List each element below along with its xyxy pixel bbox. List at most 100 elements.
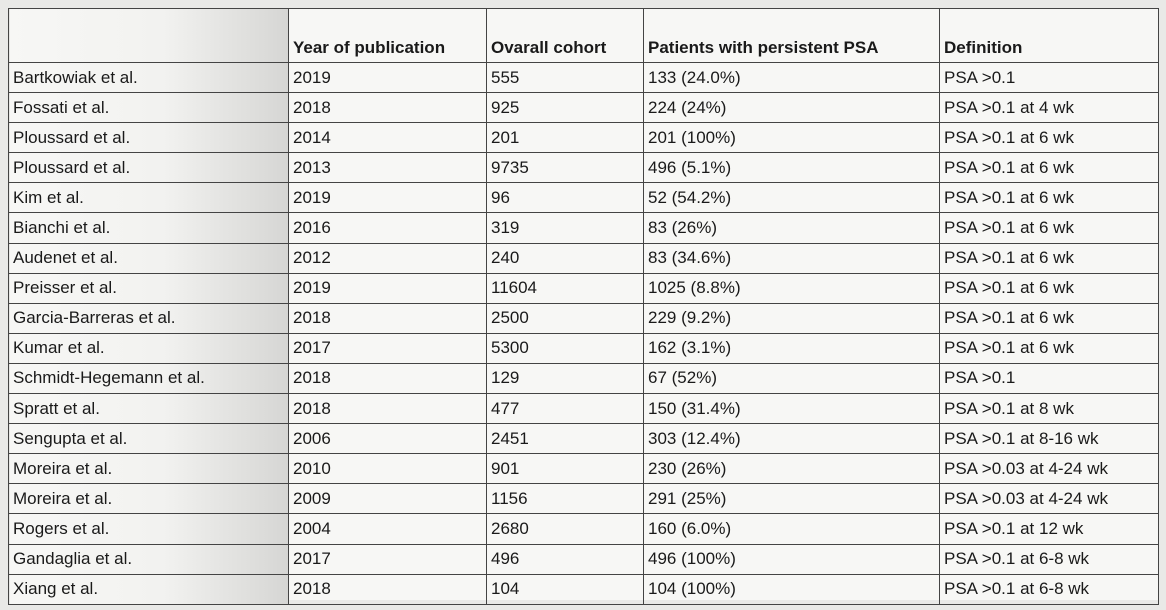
table-cell: PSA >0.1 at 6 wk [939,152,1159,184]
table-cell: 2018 [288,92,487,124]
table-cell: PSA >0.1 [939,61,1159,94]
table-cell: 319 [486,212,644,244]
table-cell: 2016 [288,212,487,244]
table-cell: 2009 [288,483,487,515]
table-cell: PSA >0.1 at 6 wk [939,182,1159,214]
table-cell: PSA >0.1 at 8-16 wk [939,423,1159,455]
header-cell: Patients with persistent PSA [643,8,940,63]
table-cell: 52 (54.2%) [643,182,940,214]
table-cell: PSA >0.1 at 6 wk [939,302,1159,334]
table-cell: 2451 [486,423,644,455]
table-cell: 133 (24.0%) [643,61,940,94]
table-cell: PSA >0.1 at 8 wk [939,393,1159,425]
table-cell: Ploussard et al. [8,152,289,184]
table-cell: Sengupta et al. [8,423,289,455]
table-cell: 496 (5.1%) [643,152,940,184]
header-cell: Definition [939,8,1159,63]
table-cell: Audenet et al. [8,242,289,274]
table-cell: 160 (6.0%) [643,513,940,545]
table-row: Ploussard et al. 2014 201 201 (100%) PSA >0.… [8,122,1159,154]
table-cell: 496 (100%) [643,543,940,575]
table-cell: Moreira et al. [8,453,289,485]
table-row: Gandaglia et al. 2017 496 496 (100%) PSA >0.… [8,543,1159,575]
table-cell: 2018 [288,362,487,395]
table-cell: 2017 [288,543,487,575]
table-cell: PSA >0.03 at 4-24 wk [939,453,1159,485]
data-table: Year of publication Ovarall cohort Patient… [8,8,1159,605]
table-cell: 104 [486,573,644,605]
table-cell: Rogers et al. [8,513,289,545]
table-cell: 2019 [288,182,487,214]
table-cell: 2013 [288,152,487,184]
table-cell: 925 [486,92,644,124]
table-cell: Bartkowiak et al. [8,61,289,94]
table-cell: 2012 [288,242,487,274]
table-row: Spratt et al. 2018 477 150 (31.4%) PSA >0.1 … [8,393,1159,425]
table-cell: 1025 (8.8%) [643,272,940,304]
header-cell [8,8,289,63]
table-row: Ploussard et al. 2013 9735 496 (5.1%) PSA >0… [8,152,1159,184]
table-cell: 2019 [288,61,487,94]
table-cell: 162 (3.1%) [643,332,940,364]
table-row: Kim et al. 2019 96 52 (54.2%) PSA >0.1 at 6 … [8,182,1159,214]
table-cell: 67 (52%) [643,362,940,395]
table-cell: 240 [486,242,644,274]
table-cell: Kumar et al. [8,332,289,364]
table-cell: PSA >0.1 at 6 wk [939,332,1159,364]
table-cell: 291 (25%) [643,483,940,515]
table-cell: 303 (12.4%) [643,423,940,455]
table-body: Bartkowiak et al. 2019 555 133 (24.0%) PSA >… [8,61,1159,605]
table-cell: 2010 [288,453,487,485]
table-cell: Bianchi et al. [8,212,289,244]
table-cell: 83 (26%) [643,212,940,244]
table-cell: 11604 [486,272,644,304]
table-cell: PSA >0.1 at 6-8 wk [939,543,1159,575]
table-row: Bartkowiak et al. 2019 555 133 (24.0%) PSA >… [8,61,1159,94]
table-cell: 201 [486,122,644,154]
table-cell: PSA >0.1 at 6 wk [939,272,1159,304]
table-cell: 83 (34.6%) [643,242,940,274]
table-cell: 201 (100%) [643,122,940,154]
table-cell: 1156 [486,483,644,515]
table-cell: 477 [486,393,644,425]
table-cell: 96 [486,182,644,214]
table-cell: 224 (24%) [643,92,940,124]
table-cell: 2680 [486,513,644,545]
table-cell: 2004 [288,513,487,545]
table-cell: 901 [486,453,644,485]
table-cell: Gandaglia et al. [8,543,289,575]
table-row: Kumar et al. 2017 5300 162 (3.1%) PSA >0.1 a… [8,332,1159,364]
table-cell: 2019 [288,272,487,304]
table-row: Preisser et al. 2019 11604 1025 (8.8%) PSA >… [8,272,1159,304]
table-cell: Schmidt-Hegemann et al. [8,362,289,395]
table-cell: Fossati et al. [8,92,289,124]
table-row: Audenet et al. 2012 240 83 (34.6%) PSA >0.1 … [8,242,1159,274]
table-cell: PSA >0.1 at 6-8 wk [939,573,1159,605]
table-cell: PSA >0.1 at 12 wk [939,513,1159,545]
table-cell: 555 [486,61,644,94]
table-cell: 150 (31.4%) [643,393,940,425]
table-cell: 2500 [486,302,644,334]
table-row: Bianchi et al. 2016 319 83 (26%) PSA >0.1 at… [8,212,1159,244]
table-cell: Kim et al. [8,182,289,214]
header-row: Year of publication Ovarall cohort Patient… [8,8,1159,63]
table-cell: Garcia-Barreras et al. [8,302,289,334]
table-cell: 2014 [288,122,487,154]
table-cell: 229 (9.2%) [643,302,940,334]
table-cell: PSA >0.1 at 4 wk [939,92,1159,124]
table-cell: 2017 [288,332,487,364]
table-container: Year of publication Ovarall cohort Patient… [8,8,1159,605]
table-row: Xiang et al. 2018 104 104 (100%) PSA >0.1 at… [8,573,1159,605]
table-cell: 2006 [288,423,487,455]
table-cell: 129 [486,362,644,395]
table-row: Moreira et al. 2010 901 230 (26%) PSA >0.03 … [8,453,1159,485]
table-cell: Moreira et al. [8,483,289,515]
table-cell: PSA >0.1 [939,362,1159,395]
table-row: Garcia-Barreras et al. 2018 2500 229 (9.2%)… [8,302,1159,334]
table-cell: 5300 [486,332,644,364]
table-cell: PSA >0.1 at 6 wk [939,242,1159,274]
table-cell: 2018 [288,393,487,425]
table-cell: 104 (100%) [643,573,940,605]
table-cell: Xiang et al. [8,573,289,605]
